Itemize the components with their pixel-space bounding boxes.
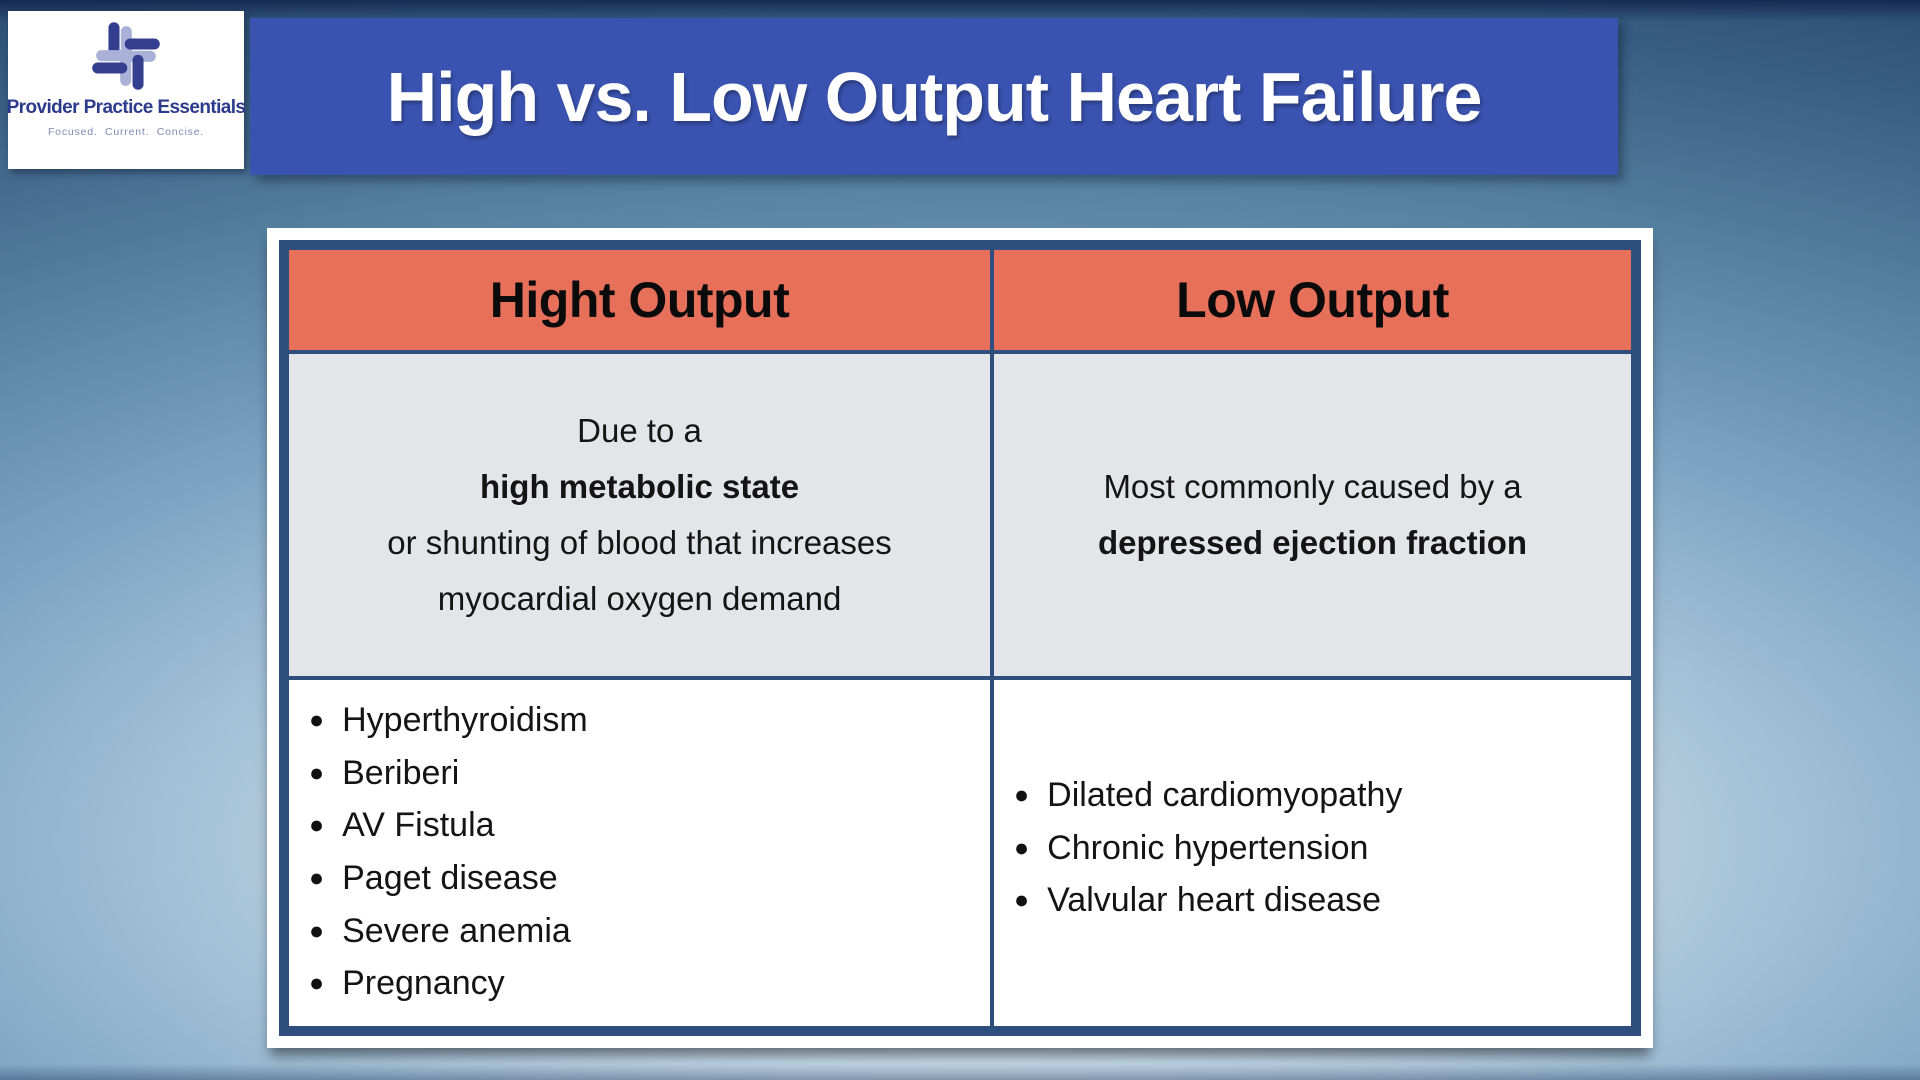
list-item-label: Paget disease	[342, 859, 558, 898]
bullet-icon: ●	[309, 811, 325, 840]
bullet-icon: ●	[309, 916, 325, 945]
low-output-causes-cell: ● Dilated cardiomyopathy ● Chronic hyperten…	[994, 680, 1631, 1026]
list-item: ● Paget disease	[303, 852, 980, 905]
high-output-description: Due to a high metabolic state or shuntin…	[289, 354, 991, 676]
high-output-causes-cell: ● Hyperthyroidism ● Beriberi ● AV Fistula ● Pag…	[289, 680, 991, 1026]
comparison-table-frame: Hight Output Low Output Due to a high me…	[267, 228, 1653, 1048]
list-item: ● Severe anemia	[303, 905, 980, 958]
bullet-icon: ●	[309, 864, 325, 893]
logo-brand-text: Provider Practice Essentials	[6, 97, 246, 118]
list-item-label: AV Fistula	[342, 806, 495, 845]
list-item-label: Beriberi	[342, 753, 460, 792]
list-item-label: Chronic hypertension	[1047, 828, 1369, 867]
list-item-label: Hyperthyroidism	[342, 701, 588, 739]
slide-title: High vs. Low Output Heart Failure	[386, 57, 1483, 136]
list-item: ● Valvular heart disease	[1008, 874, 1621, 927]
bullet-icon: ●	[309, 969, 325, 998]
bullet-icon: ●	[309, 705, 325, 734]
logo-tagline: Focused. Current. Concise.	[47, 126, 205, 138]
bullet-icon: ●	[309, 758, 325, 787]
list-item-label: Pregnancy	[342, 964, 505, 1003]
emphasized-text: high metabolic state	[479, 467, 800, 505]
title-banner: High vs. Low Output Heart Failure	[250, 18, 1618, 175]
bullet-icon: ●	[1014, 780, 1030, 809]
emphasized-text: depressed ejection fraction	[1097, 524, 1528, 561]
list-item-label: Severe anemia	[342, 911, 571, 950]
list-item: ● Chronic hypertension	[1008, 822, 1621, 875]
logo-box: Provider Practice Essentials Focused. Cu…	[6, 11, 246, 169]
low-output-description: Most commonly caused by a depressed ejec…	[994, 354, 1631, 676]
list-item: ● Pregnancy	[303, 957, 980, 1010]
column-header-high-output: Hight Output	[289, 250, 991, 350]
text-segment: Due to a	[577, 411, 702, 449]
bullet-icon: ●	[1014, 833, 1030, 862]
ppe-cross-icon	[92, 22, 160, 90]
bullet-icon: ●	[1014, 886, 1030, 915]
list-item: ● AV Fistula	[303, 799, 980, 852]
list-item: ● Beriberi	[303, 747, 980, 800]
column-header-low-output: Low Output	[994, 250, 1631, 350]
list-item-label: Valvular heart disease	[1047, 881, 1382, 920]
text-segment: Most commonly caused by a	[1103, 467, 1522, 505]
text-segment: or shunting of blood that increases myoc…	[387, 524, 892, 618]
list-item-label: Dilated cardiomyopathy	[1047, 775, 1403, 814]
list-item: ● Dilated cardiomyopathy	[1008, 769, 1621, 822]
list-item: ● Hyperthyroidism	[303, 694, 980, 747]
low-output-causes-list: ● Dilated cardiomyopathy ● Chronic hyperten…	[1008, 769, 1621, 927]
comparison-table: Hight Output Low Output Due to a high me…	[279, 240, 1641, 1036]
high-output-causes-list: ● Hyperthyroidism ● Beriberi ● AV Fistula ● Pag…	[303, 694, 980, 1010]
